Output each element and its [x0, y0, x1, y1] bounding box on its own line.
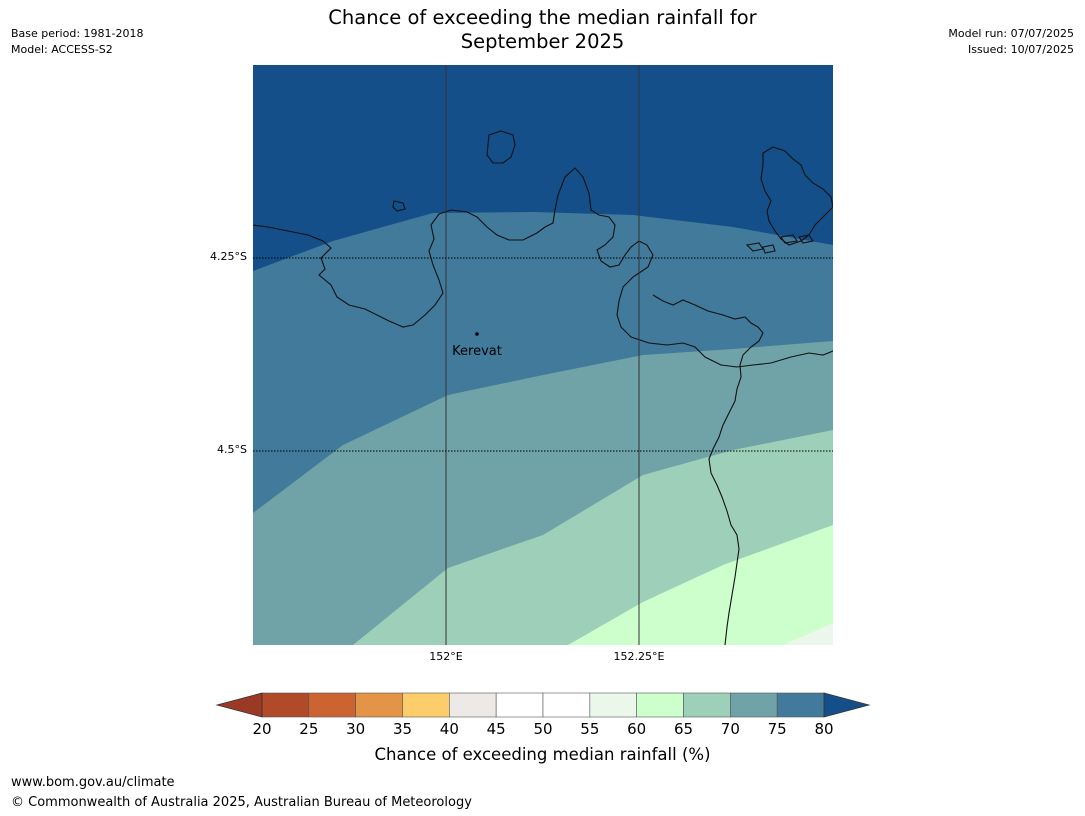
colorbar-tick-label: 70	[720, 720, 740, 738]
title-line-2: September 2025	[460, 30, 625, 53]
colorbar-swatch	[683, 692, 731, 718]
footer-copyright: © Commonwealth of Australia 2025, Austra…	[11, 795, 472, 810]
colorbar-tick-label: 40	[439, 720, 459, 738]
lon-label-152e: 152°E	[429, 650, 463, 663]
colorbar-tick-label: 65	[673, 720, 694, 738]
colorbar-swatch	[308, 692, 356, 718]
meta-right: Model run: 07/07/2025 Issued: 10/07/2025	[948, 26, 1074, 58]
colorbar-tick-label: 45	[486, 720, 506, 738]
colorbar-tick-label: 60	[627, 720, 647, 738]
kerevat-label: Kerevat	[452, 344, 502, 359]
colorbar-swatch	[636, 692, 684, 718]
colorbar-swatch	[355, 692, 403, 718]
kerevat-marker	[475, 332, 479, 336]
coastlines	[253, 130, 833, 645]
colorbar-swatch	[449, 692, 497, 718]
model-text: Model: ACCESS-S2	[11, 43, 113, 56]
colorbar-swatch	[776, 692, 825, 718]
model-run-text: Model run: 07/07/2025	[948, 27, 1074, 40]
title-line-1: Chance of exceeding the median rainfall …	[328, 6, 757, 29]
lon-label-152-25e: 152.25°E	[613, 650, 665, 663]
colorbar-tick-label: 55	[580, 720, 600, 738]
colorbar-title: Chance of exceeding median rainfall (%)	[374, 745, 711, 764]
colorbar-tick-label: 25	[299, 720, 319, 738]
lat-label-4-25s: 4.25°S	[210, 250, 247, 263]
coastline-duke-of-york	[760, 146, 833, 246]
colorbar-extend-high	[823, 692, 871, 718]
base-period-text: Base period: 1981-2018	[11, 27, 144, 40]
issued-text: Issued: 10/07/2025	[967, 43, 1074, 56]
colorbar-tick-label: 35	[392, 720, 413, 738]
rainfall-map: Kerevat	[253, 65, 833, 645]
colorbar-swatch	[542, 692, 591, 718]
coastline-watom-island	[486, 130, 516, 164]
footer-url: www.bom.gov.au/climate	[11, 775, 175, 790]
colorbar-swatches	[261, 692, 825, 718]
map-title: Chance of exceeding the median rainfall …	[0, 6, 1085, 54]
colorbar-swatch	[402, 692, 450, 718]
colorbar-extend-low	[215, 692, 263, 718]
meta-left: Base period: 1981-2018 Model: ACCESS-S2	[11, 26, 143, 58]
coastline-gazelle-peninsula	[253, 167, 833, 368]
colorbar-tick-label: 30	[346, 720, 366, 738]
colorbar-tick-label: 50	[533, 720, 553, 738]
colorbar-swatch	[495, 692, 544, 718]
lat-label-4-5s: 4.5°S	[217, 443, 247, 456]
coastline-north-islet	[392, 200, 406, 212]
colorbar	[215, 692, 871, 718]
coastline-east-islets	[745, 234, 814, 254]
graticule	[253, 65, 833, 645]
coastline-inner	[652, 294, 764, 645]
colorbar-swatch	[589, 692, 637, 718]
colorbar-swatch	[261, 692, 310, 718]
band-50-55	[783, 623, 833, 645]
colorbar-tick-label: 80	[814, 720, 834, 738]
colorbar-tick-label: 75	[767, 720, 787, 738]
colorbar-swatch	[730, 692, 778, 718]
colorbar-tick-label: 20	[252, 720, 272, 738]
band-55-60	[568, 525, 833, 645]
